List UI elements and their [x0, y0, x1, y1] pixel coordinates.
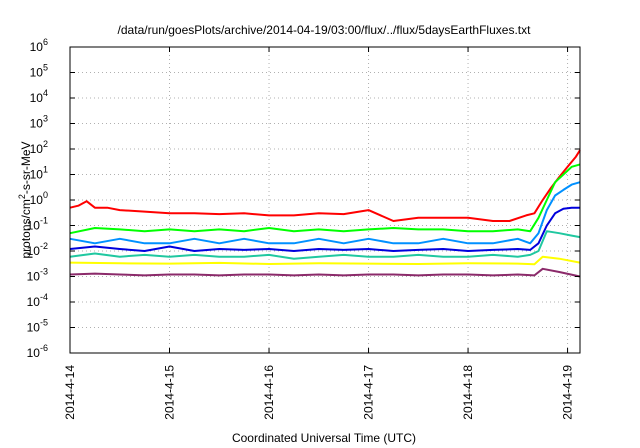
x-tick-label: 2014-4-14 — [63, 365, 77, 420]
x-tick-label: 2014-4-17 — [362, 365, 376, 420]
series-line-4 — [69, 206, 580, 252]
series-line-3 — [69, 181, 581, 245]
y-tick-label: 106 — [30, 37, 48, 54]
x-tick-label: 2014-4-19 — [561, 365, 575, 420]
x-tick-label: 2014-4-18 — [461, 365, 475, 420]
axis-ticks — [69, 46, 580, 354]
series-line-6 — [69, 255, 581, 266]
y-tick-label: 104 — [30, 88, 48, 105]
series-line-5 — [69, 230, 581, 260]
series-line-1 — [69, 149, 581, 222]
y-tick-label: 10-3 — [27, 267, 48, 284]
y-tick-label: 103 — [30, 114, 48, 131]
chart-title: /data/run/goesPlots/archive/2014-04-19/0… — [118, 23, 532, 37]
y-tick-label: 105 — [30, 63, 48, 80]
plot-grid — [70, 47, 580, 353]
x-tick-label: 2014-4-15 — [163, 365, 177, 420]
x-axis-label: Coordinated Universal Time (UTC) — [232, 431, 416, 445]
x-tick-labels: 2014-4-14 2014-4-15 2014-4-16 2014-4-17 2014… — [63, 365, 575, 420]
y-tick-label: 10-6 — [27, 343, 48, 360]
series-line-7 — [69, 267, 581, 278]
y-tick-labels: 10-6 10-5 10-4 10-3 10-2 10-1 100 101 102 103 104 1… — [27, 37, 48, 360]
y-tick-label: 102 — [30, 139, 48, 156]
series-line-2 — [69, 163, 581, 235]
y-tick-label: 10-1 — [27, 216, 48, 233]
y-tick-label: 10-2 — [27, 241, 48, 258]
y-axis-label: protons/cm2-s-sr-MeV — [17, 141, 33, 258]
y-tick-label: 10-4 — [27, 292, 48, 309]
y-tick-label: 101 — [30, 165, 48, 182]
y-tick-label: 100 — [30, 190, 48, 207]
y-tick-label: 10-5 — [27, 318, 48, 335]
series-layer — [69, 149, 581, 278]
x-tick-label: 2014-4-16 — [262, 365, 276, 420]
